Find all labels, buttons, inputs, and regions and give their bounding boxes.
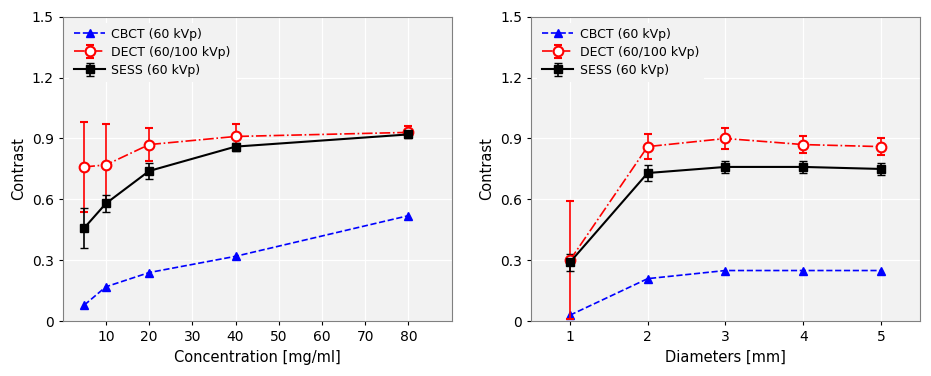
Y-axis label: Contrast: Contrast — [11, 138, 26, 200]
CBCT (60 kVp) — [79, 303, 90, 307]
CBCT (60 kVp) — [642, 276, 654, 281]
X-axis label: Concentration [mg/ml]: Concentration [mg/ml] — [174, 350, 341, 365]
Line: CBCT (60 kVp): CBCT (60 kVp) — [80, 212, 412, 309]
Line: CBCT (60 kVp): CBCT (60 kVp) — [566, 266, 885, 319]
CBCT (60 kVp) — [143, 270, 155, 275]
Legend: CBCT (60 kVp), DECT (60/100 kVp), SESS (60 kVp): CBCT (60 kVp), DECT (60/100 kVp), SESS (… — [69, 23, 236, 82]
Legend: CBCT (60 kVp), DECT (60/100 kVp), SESS (60 kVp): CBCT (60 kVp), DECT (60/100 kVp), SESS (… — [537, 23, 704, 82]
CBCT (60 kVp) — [101, 285, 112, 289]
Y-axis label: Contrast: Contrast — [479, 138, 494, 200]
CBCT (60 kVp) — [798, 268, 809, 273]
CBCT (60 kVp) — [230, 254, 241, 259]
CBCT (60 kVp) — [720, 268, 731, 273]
CBCT (60 kVp) — [403, 214, 414, 218]
CBCT (60 kVp) — [564, 313, 575, 317]
X-axis label: Diameters [mm]: Diameters [mm] — [665, 350, 786, 365]
CBCT (60 kVp) — [875, 268, 886, 273]
